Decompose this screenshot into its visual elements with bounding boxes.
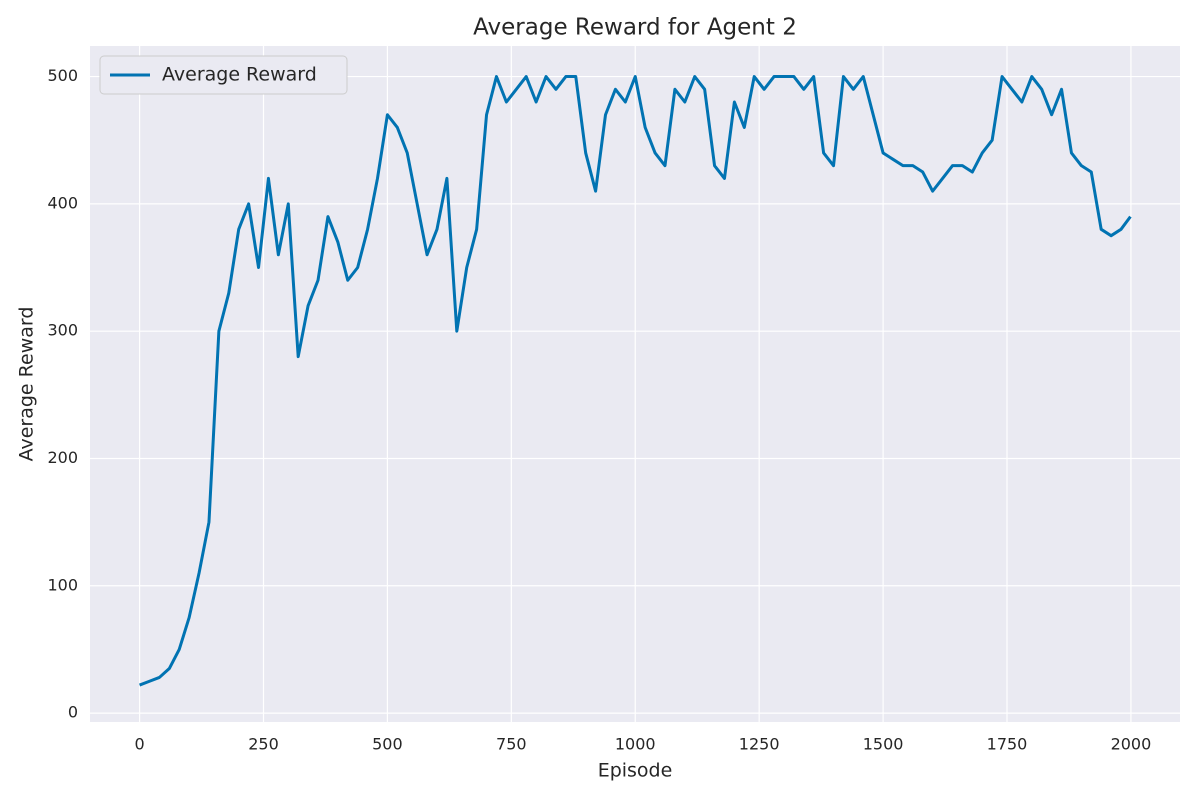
x-tick-label: 750 [496, 735, 527, 754]
x-tick-label: 1250 [739, 735, 780, 754]
x-tick-label: 250 [248, 735, 279, 754]
y-tick-label: 200 [47, 448, 78, 467]
x-tick-label: 1750 [987, 735, 1028, 754]
x-tick-label: 1000 [615, 735, 656, 754]
y-tick-label: 400 [47, 193, 78, 212]
y-tick-label: 500 [47, 66, 78, 85]
grid [90, 46, 1180, 722]
marks [139, 75, 1132, 687]
x-tick-label: 0 [134, 735, 144, 754]
x-tick-label: 500 [372, 735, 403, 754]
legend: Average Reward [99, 55, 348, 95]
legend-label: Average Reward [162, 64, 317, 86]
legend-box [99, 55, 348, 95]
y-axis-label: Average Reward [16, 307, 38, 462]
chart-title: Average Reward for Agent 2 [473, 15, 797, 41]
y-tick-label: 0 [68, 703, 78, 722]
y-tick-label: 300 [47, 321, 78, 340]
data-line [139, 75, 1132, 687]
x-tick-label: 2000 [1111, 735, 1152, 754]
x-tick-label: 1500 [863, 735, 904, 754]
y-tick-label: 100 [47, 575, 78, 594]
x-axis-label: Episode [598, 760, 673, 782]
